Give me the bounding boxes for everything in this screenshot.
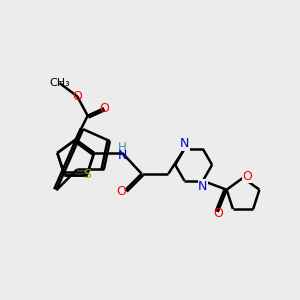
Text: S: S bbox=[83, 168, 91, 181]
Text: H: H bbox=[118, 141, 127, 154]
Text: CH₃: CH₃ bbox=[49, 78, 70, 88]
Text: O: O bbox=[213, 207, 223, 220]
Text: N: N bbox=[118, 149, 127, 162]
Text: O: O bbox=[99, 102, 109, 115]
Text: O: O bbox=[72, 90, 82, 103]
Text: N: N bbox=[180, 137, 189, 150]
Text: N: N bbox=[198, 180, 208, 193]
Text: O: O bbox=[242, 170, 252, 183]
Text: O: O bbox=[116, 185, 126, 198]
